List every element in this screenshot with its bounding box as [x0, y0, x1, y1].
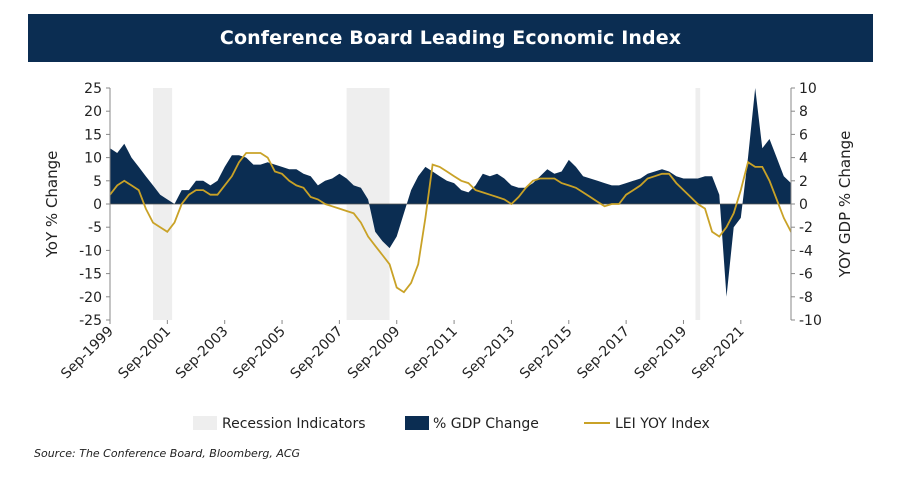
- right-tick-label: 10: [799, 81, 817, 97]
- left-tick-label: -10: [79, 243, 102, 259]
- source-note: Source: The Conference Board, Bloomberg,…: [34, 447, 301, 460]
- legend-label-gdp: % GDP Change: [433, 416, 539, 432]
- right-tick-label: 8: [799, 104, 808, 120]
- x-tick-label: Sep-2005: [230, 324, 289, 383]
- chart-title: Conference Board Leading Economic Index: [219, 27, 682, 49]
- right-tick-label: -4: [799, 243, 813, 259]
- left-tick-label: -5: [88, 220, 102, 236]
- left-tick-label: 5: [93, 174, 102, 190]
- right-tick-label: 4: [799, 151, 808, 167]
- y-right-axis-title: YOY GDP % Change: [836, 131, 854, 279]
- legend-label-lei: LEI YOY Index: [615, 416, 710, 432]
- x-tick-label: Sep-2019: [632, 324, 691, 383]
- left-tick-label: 25: [84, 81, 102, 97]
- x-tick-label: Sep-2013: [460, 324, 519, 383]
- left-tick-label: 0: [93, 197, 102, 213]
- x-tick-label: Sep-2009: [345, 324, 404, 383]
- lei-line: [110, 152, 791, 294]
- left-tick-label: 10: [84, 151, 102, 167]
- right-tick-label: -6: [799, 267, 813, 283]
- x-tick-label: Sep-1999: [58, 324, 117, 383]
- right-tick-label: 2: [799, 174, 808, 190]
- right-tick-label: 6: [799, 127, 808, 143]
- chart-title-bar: Conference Board Leading Economic Index: [28, 14, 873, 62]
- left-tick-label: -15: [79, 267, 102, 283]
- x-tick-label: Sep-2003: [173, 324, 232, 383]
- x-tick-label: Sep-2001: [115, 324, 174, 383]
- x-tick-label: Sep-2011: [402, 324, 461, 383]
- left-tick-label: -20: [79, 290, 102, 306]
- left-tick-label: -25: [79, 313, 102, 329]
- left-tick-label: 20: [84, 104, 102, 120]
- right-tick-label: -8: [799, 290, 813, 306]
- gdp-area: [110, 88, 791, 297]
- right-tick-label: -10: [799, 313, 822, 329]
- y-left-axis-title: YoY % Change: [43, 151, 61, 259]
- legend-swatch-recession: [193, 416, 217, 430]
- legend-label-recession: Recession Indicators: [222, 416, 366, 432]
- x-tick-label: Sep-2007: [287, 324, 346, 383]
- x-tick-label: Sep-2015: [517, 324, 576, 383]
- x-tick-label: Sep-2017: [574, 324, 633, 383]
- right-tick-label: -2: [799, 220, 813, 236]
- left-tick-label: 15: [84, 127, 102, 143]
- right-tick-label: 0: [799, 197, 808, 213]
- x-tick-label: Sep-2021: [689, 324, 748, 383]
- legend-swatch-gdp: [405, 416, 429, 430]
